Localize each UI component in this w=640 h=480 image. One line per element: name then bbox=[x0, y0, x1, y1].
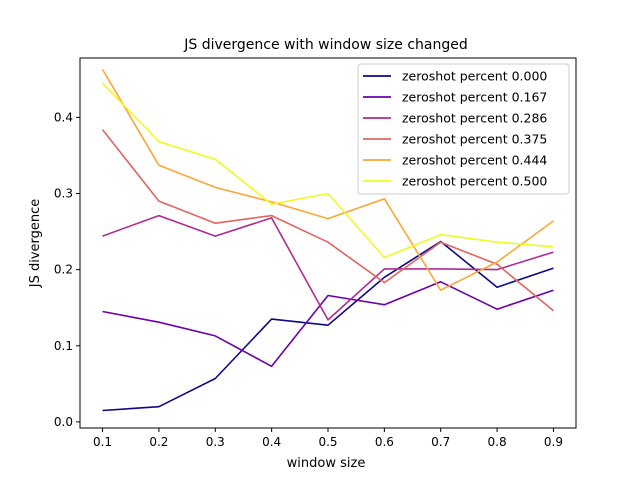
series-line-5 bbox=[101, 82, 554, 259]
x-tick-label: 0.1 bbox=[93, 435, 112, 449]
y-tick-label: 0.1 bbox=[54, 339, 73, 353]
x-tick-label: 0.7 bbox=[431, 435, 450, 449]
x-tick-label: 0.3 bbox=[206, 435, 225, 449]
series-line-4 bbox=[101, 68, 554, 292]
y-tick-label: 0.2 bbox=[54, 263, 73, 277]
x-axis-label: window size bbox=[287, 456, 366, 471]
y-tick-label: 0.0 bbox=[54, 415, 73, 429]
x-tick-label: 0.9 bbox=[544, 435, 563, 449]
y-tick-label: 0.3 bbox=[54, 187, 73, 201]
legend-entry-label: zeroshot percent 0.167 bbox=[402, 90, 547, 105]
x-tick-label: 0.4 bbox=[262, 435, 281, 449]
x-tick-label: 0.5 bbox=[318, 435, 337, 449]
y-tick-label: 0.4 bbox=[54, 110, 73, 124]
chart-title: JS divergence with window size changed bbox=[183, 37, 468, 53]
legend: zeroshot percent 0.000 zeroshot percent 0… bbox=[357, 63, 570, 195]
legend-entry-label: zeroshot percent 0.375 bbox=[402, 132, 547, 147]
series-line-3 bbox=[101, 129, 555, 312]
x-tick-label: 0.2 bbox=[149, 435, 168, 449]
legend-box bbox=[357, 63, 570, 195]
legend-entry-label: zeroshot percent 0.286 bbox=[402, 111, 547, 126]
legend-entry-label: zeroshot percent 0.500 bbox=[402, 174, 547, 189]
x-axis-ticks: 0.1 0.2 0.3 0.4 0.5 0.6 0.7 0.8 0.9 bbox=[93, 428, 563, 449]
y-axis-label: JS divergence bbox=[28, 199, 43, 289]
legend-entry-label: zeroshot percent 0.444 bbox=[402, 153, 547, 168]
x-tick-label: 0.6 bbox=[375, 435, 394, 449]
legend-entry-label: zeroshot percent 0.000 bbox=[402, 69, 547, 84]
y-axis-ticks: 0.0 0.1 0.2 0.3 0.4 bbox=[54, 110, 80, 429]
series-layer bbox=[101, 68, 555, 412]
series-line-1 bbox=[102, 280, 554, 368]
series-line-2 bbox=[102, 214, 554, 321]
x-tick-label: 0.8 bbox=[488, 435, 507, 449]
